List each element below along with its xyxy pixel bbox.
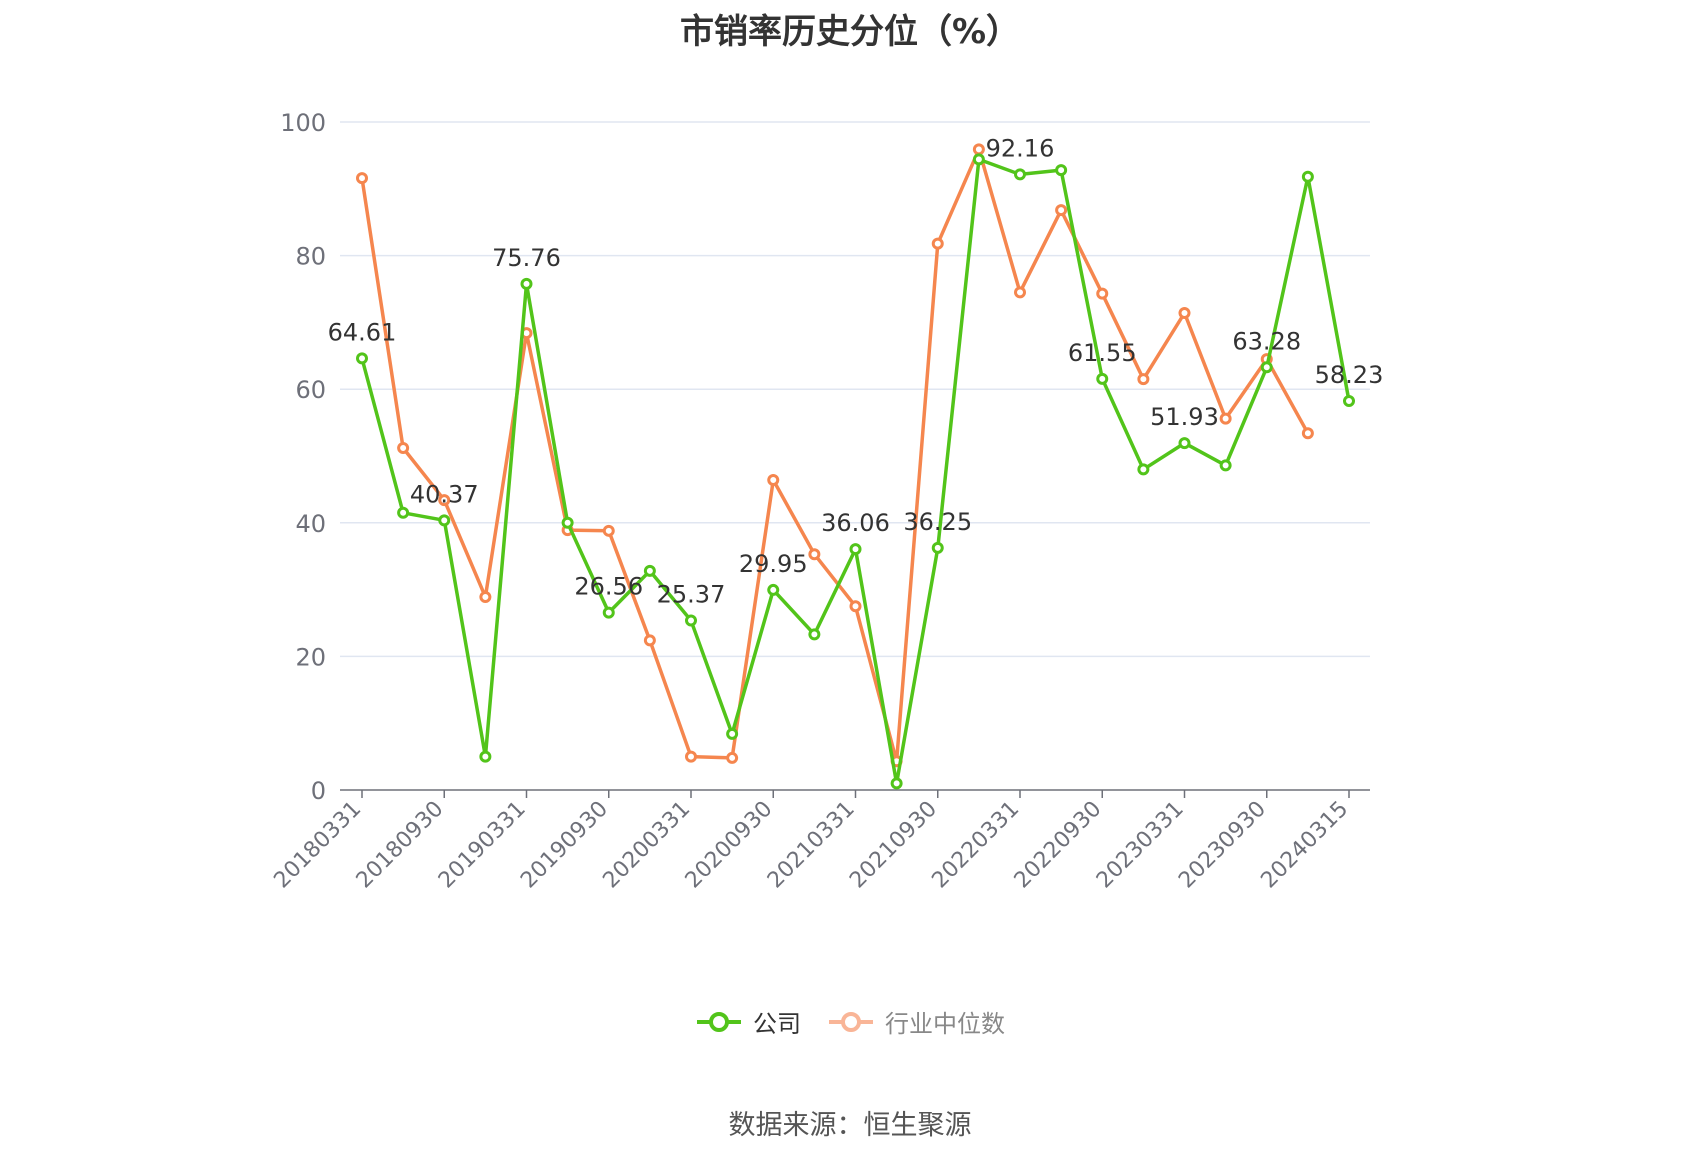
point-company — [1137, 463, 1150, 476]
legend-item-company[interactable]: 公司 — [695, 1004, 801, 1039]
point-industry-median — [685, 750, 697, 763]
point-company — [602, 606, 615, 619]
y-tick-label: 100 — [280, 109, 326, 137]
point-company — [1301, 170, 1314, 183]
x-tick-label: 20210930 — [845, 797, 942, 894]
x-tick-label: 20230331 — [1092, 797, 1189, 894]
grid-layer — [340, 121, 1370, 658]
point-company — [890, 777, 903, 790]
legend-company-label: 公司 — [753, 1010, 801, 1038]
point-industry-median — [356, 172, 368, 185]
point-company — [1219, 459, 1232, 472]
data-label: 51.93 — [1150, 403, 1219, 431]
legend-item-industry-median[interactable]: 行业中位数 — [827, 1004, 1005, 1039]
data-label: 64.61 — [328, 318, 397, 346]
point-company — [561, 516, 574, 529]
x-tick-label: 20220930 — [1010, 797, 1107, 894]
legend-industry-icon — [829, 1011, 873, 1032]
point-company — [1014, 168, 1026, 181]
point-company — [685, 614, 697, 627]
point-industry-median — [1178, 307, 1191, 320]
point-industry-median — [602, 524, 615, 537]
point-industry-median — [643, 634, 656, 647]
data-label: 29.95 — [739, 550, 808, 578]
point-company — [520, 277, 533, 290]
data-label-layer: 64.61 40.37 75.76 26.56 25.37 29.95 36.06 36.25… — [328, 134, 1384, 608]
point-industry-median — [767, 474, 780, 487]
point-industry-median — [1014, 286, 1026, 299]
point-company — [1178, 437, 1191, 450]
data-label: 61.55 — [1068, 339, 1137, 367]
data-label: 26.56 — [574, 573, 643, 601]
point-industry-median — [479, 590, 492, 603]
point-industry-median — [1096, 287, 1109, 300]
point-company — [931, 541, 944, 554]
point-company — [438, 514, 451, 527]
y-tick-label: 80 — [295, 243, 326, 271]
data-label: 63.28 — [1232, 327, 1301, 355]
y-tick-label: 40 — [295, 510, 326, 538]
point-industry-median — [931, 237, 944, 250]
legend: 公司 行业中位数 — [0, 1004, 1700, 1039]
point-industry-median — [1219, 412, 1232, 425]
point-company — [808, 628, 821, 641]
point-industry-median — [397, 441, 410, 454]
x-tick-label: 20180930 — [352, 797, 449, 894]
legend-industry-label: 行业中位数 — [885, 1010, 1005, 1038]
point-industry-median — [972, 143, 985, 156]
x-tick-label: 20190331 — [434, 797, 531, 894]
point-industry-median — [849, 600, 862, 613]
point-company — [356, 352, 368, 365]
y-tick-label: 60 — [295, 376, 326, 404]
y-tick-label: 0 — [311, 777, 326, 805]
x-tick-label: 20230930 — [1174, 797, 1271, 894]
x-tick-label: 20180331 — [269, 797, 366, 894]
point-company — [643, 564, 656, 577]
point-company — [1343, 395, 1355, 408]
point-company — [1055, 164, 1068, 177]
chart-title: 市销率历史分位（%） — [679, 12, 1021, 52]
point-company — [972, 153, 985, 166]
point-company — [1096, 372, 1109, 385]
x-tick-label: 20240315 — [1256, 797, 1353, 894]
data-label: 92.16 — [986, 134, 1055, 162]
x-tick-label: 20190930 — [516, 797, 613, 894]
x-tick-label: 20220331 — [927, 797, 1024, 894]
data-label: 40.37 — [410, 480, 479, 508]
x-tick-label: 20200930 — [681, 797, 778, 894]
source-note: 数据来源：恒生聚源 — [728, 1110, 972, 1141]
series-layer — [356, 143, 1355, 790]
legend-company-icon — [697, 1011, 741, 1032]
x-tick-label: 20200331 — [598, 797, 695, 894]
point-company — [479, 750, 492, 763]
point-industry-median — [1055, 204, 1068, 217]
point-industry-median — [438, 494, 451, 507]
point-industry-median — [1137, 373, 1150, 386]
point-industry-median — [808, 548, 821, 561]
point-industry-median — [726, 751, 739, 764]
data-label: 58.23 — [1315, 361, 1384, 389]
data-label: 75.76 — [492, 244, 561, 272]
x-tick-label: 20210331 — [763, 797, 860, 894]
point-company — [767, 583, 780, 596]
point-industry-median — [1301, 427, 1314, 440]
data-label: 36.25 — [903, 508, 972, 536]
point-company — [849, 543, 862, 556]
point-company — [726, 727, 739, 740]
point-company — [1260, 361, 1273, 374]
data-label: 25.37 — [657, 581, 726, 609]
point-company — [397, 506, 410, 519]
y-tick-label: 20 — [295, 643, 326, 671]
data-label: 36.06 — [821, 509, 890, 537]
